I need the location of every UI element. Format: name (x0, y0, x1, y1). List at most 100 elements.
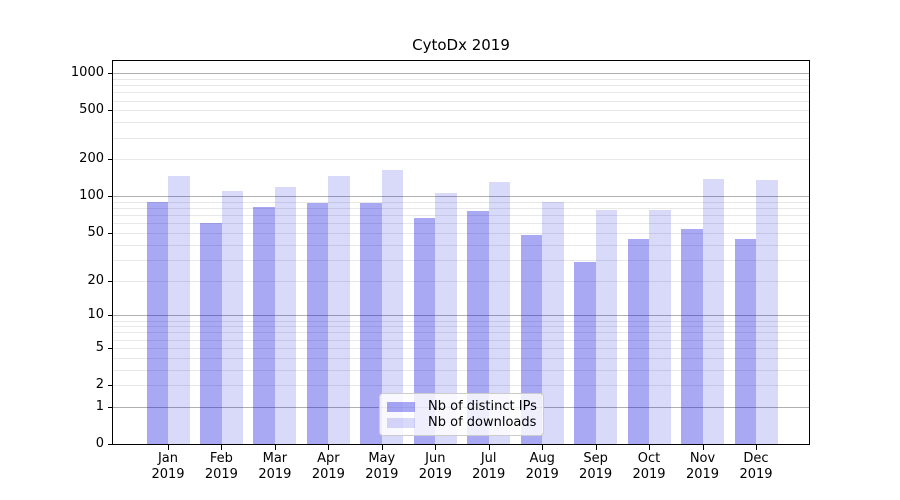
gridline-minor (113, 122, 809, 124)
y-tick-label: 10 (87, 307, 104, 323)
legend-row: Nb of downloads (387, 415, 537, 430)
bar-distinct-ips-feb (200, 222, 222, 444)
y-tick-mark (108, 315, 113, 317)
x-tick-label-apr: Apr 2019 (311, 451, 345, 482)
gridline-minor (113, 202, 809, 203)
bar-distinct-ips-jan (146, 202, 168, 444)
y-tick-label: 500 (79, 102, 104, 118)
legend-swatch-downloads (387, 417, 415, 428)
y-tick-label: 0 (95, 436, 104, 451)
x-tick-label-oct: Oct 2019 (632, 451, 666, 482)
gridline-minor (113, 208, 809, 210)
y-tick-mark (108, 444, 113, 445)
y-tick-mark (108, 280, 113, 282)
gridline-minor (113, 100, 809, 102)
bar-downloads-jan (168, 175, 190, 444)
bar-downloads-oct (649, 210, 671, 444)
x-tick-mark (488, 445, 490, 450)
bar-distinct-ips-oct (627, 238, 649, 444)
legend: Nb of distinct IPs Nb of downloads (379, 393, 544, 436)
plot-area: Nb of distinct IPs Nb of downloads (112, 60, 810, 445)
bar-distinct-ips-jul (467, 210, 489, 444)
gridline-minor (113, 320, 809, 322)
gridline-minor (113, 385, 809, 387)
x-tick-label-nov: Nov 2019 (685, 451, 720, 482)
bar-downloads-dec (756, 180, 778, 444)
y-tick-mark (108, 406, 113, 408)
bar-downloads-nov (702, 178, 724, 444)
y-tick-mark (108, 196, 113, 198)
bar-distinct-ips-nov (681, 229, 703, 444)
x-tick-mark (221, 445, 223, 450)
chart-title: CytoDx 2019 (412, 36, 510, 54)
bar-downloads-apr (328, 175, 350, 444)
y-tick-label: 50 (87, 225, 104, 240)
gridline-major (113, 315, 809, 317)
gridline-minor (113, 280, 809, 282)
gridline-minor (113, 137, 809, 139)
bar-distinct-ips-dec (734, 238, 756, 444)
gridline-minor (113, 357, 809, 359)
x-tick-mark (328, 445, 330, 450)
x-tick-label-dec: Dec 2019 (739, 451, 773, 482)
gridline-minor (113, 369, 809, 371)
x-tick-label-feb: Feb 2019 (204, 451, 238, 482)
x-tick-label-sep: Sep 2019 (579, 451, 613, 482)
bar-downloads-mar (274, 186, 297, 444)
bar-distinct-ips-sep (574, 261, 596, 444)
bar-distinct-ips-aug (520, 235, 543, 444)
gridline-minor (113, 259, 809, 261)
bar-downloads-aug (542, 202, 564, 444)
y-tick-label: 200 (79, 151, 104, 167)
bar-distinct-ips-may (360, 203, 382, 444)
gridline-major (113, 73, 809, 75)
bar-downloads-jul (488, 182, 511, 444)
x-tick-mark (702, 445, 704, 450)
bar-downloads-may (381, 169, 404, 444)
y-tick-mark (108, 233, 113, 234)
bar-downloads-feb (221, 190, 243, 444)
y-tick-mark (108, 110, 113, 112)
x-tick-mark (595, 445, 597, 450)
y-tick-label: 100 (79, 188, 104, 204)
gridline-minor (113, 347, 809, 349)
gridline-minor (113, 332, 809, 334)
y-tick-label: 1 (95, 398, 104, 414)
x-tick-mark (756, 445, 757, 450)
gridline-minor (113, 215, 809, 217)
gridline-minor (113, 244, 809, 246)
x-tick-mark (168, 445, 169, 450)
y-tick-label: 20 (87, 272, 104, 288)
gridline-minor (113, 326, 809, 328)
bar-distinct-ips-jun (413, 217, 436, 444)
x-tick-label-mar: Mar 2019 (258, 451, 292, 482)
y-tick-mark (108, 385, 113, 387)
y-tick-label: 5 (95, 339, 104, 355)
x-tick-mark (435, 445, 437, 450)
legend-label: Nb of distinct IPs (428, 399, 537, 414)
gridline-minor (113, 85, 809, 87)
x-tick-label-may: May 2019 (365, 451, 399, 482)
y-tick-mark (108, 73, 113, 75)
x-tick-label-aug: Aug 2019 (525, 451, 559, 482)
x-tick-mark (649, 445, 650, 450)
x-tick-label-jul: Jul 2019 (472, 451, 506, 482)
bar-distinct-ips-mar (253, 206, 275, 444)
gridline-minor (113, 159, 809, 161)
x-tick-mark (274, 445, 276, 450)
legend-label: Nb of downloads (428, 415, 537, 430)
x-tick-label-jun: Jun 2019 (418, 451, 452, 482)
y-tick-mark (108, 347, 113, 349)
gridline-major (113, 196, 809, 198)
gridline-minor (113, 339, 809, 341)
x-tick-mark (542, 445, 544, 450)
y-tick-mark (108, 159, 113, 161)
gridline-minor (113, 78, 809, 80)
gridline-minor (113, 110, 809, 112)
gridline-minor (113, 233, 809, 234)
bar-distinct-ips-apr (306, 203, 329, 444)
y-tick-label: 2 (95, 377, 104, 393)
x-tick-mark (381, 445, 383, 450)
x-tick-label-jan: Jan 2019 (151, 451, 185, 482)
